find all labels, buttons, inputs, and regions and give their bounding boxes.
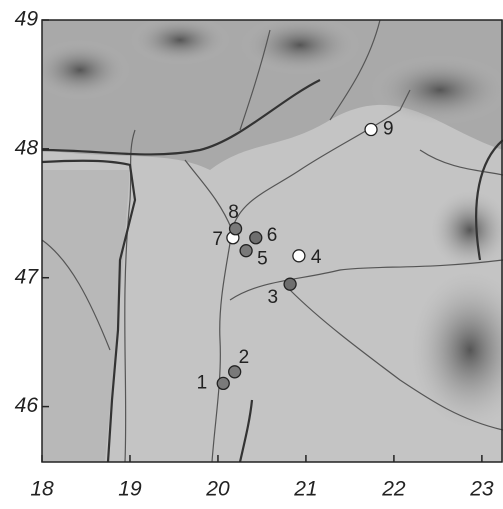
y-tick-label: 48 (15, 136, 39, 159)
site-label: 2 (239, 347, 250, 368)
site-label: 3 (268, 287, 279, 308)
x-tick-label: 22 (381, 478, 406, 501)
site-marker (250, 232, 262, 244)
y-tick-label: 47 (15, 265, 40, 288)
x-tick-label: 20 (205, 478, 230, 501)
y-tick-label: 46 (15, 394, 39, 417)
site-marker (240, 245, 252, 257)
x-tick-label: 18 (30, 478, 54, 501)
x-tick-label: 23 (469, 478, 494, 501)
site-marker (365, 124, 377, 136)
site-label: 7 (212, 229, 223, 250)
site-label: 5 (257, 249, 268, 270)
site-label: 6 (267, 225, 278, 246)
site-label: 8 (228, 202, 239, 223)
site-marker (230, 223, 242, 235)
site-label: 1 (197, 372, 208, 393)
site-label: 4 (311, 247, 322, 268)
y-tick-label: 49 (15, 8, 39, 31)
map: 18192021222346474849123456789 (0, 0, 503, 509)
site-marker (217, 377, 229, 389)
x-tick-label: 19 (118, 478, 142, 501)
site-marker (293, 250, 305, 262)
site-label: 9 (383, 119, 394, 140)
site-marker (284, 278, 296, 290)
x-tick-label: 21 (293, 478, 317, 501)
